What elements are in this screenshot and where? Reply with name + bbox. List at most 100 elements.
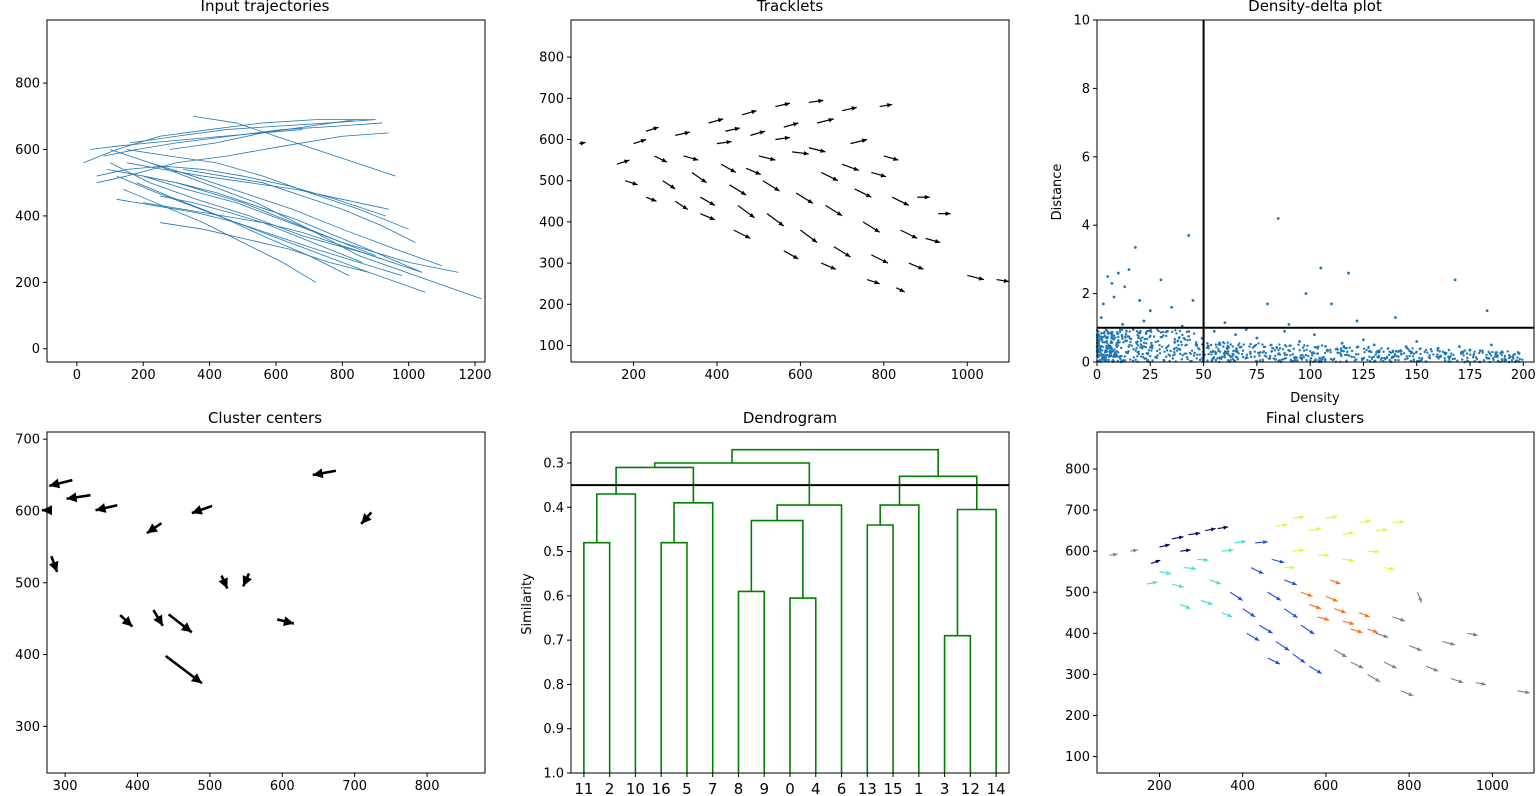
- scatter-point-band: [1376, 349, 1379, 353]
- scatter-point-band: [1218, 350, 1222, 353]
- dendrogram-y-tick-label: 0.4: [543, 501, 564, 516]
- scatter-point: [1121, 322, 1124, 326]
- scatter-point-band: [1150, 341, 1153, 345]
- cluster-centers-x-tick-label: 300: [53, 779, 78, 794]
- final-cluster-arrow-head-c2: [1275, 660, 1281, 665]
- scatter-point-band: [1170, 330, 1174, 333]
- scatter-point-band: [1137, 335, 1140, 338]
- final-cluster-arrow-head-c5: [1383, 634, 1389, 638]
- density-delta-x-tick-label: 25: [1142, 368, 1159, 383]
- scatter-point-band: [1142, 341, 1146, 344]
- scatter-point-band: [1098, 358, 1102, 362]
- scatter-point-band: [1185, 330, 1189, 334]
- dendrogram-leaf-label: 10: [626, 780, 645, 796]
- dendrogram-leaf-label: 5: [682, 780, 692, 796]
- final-cluster-arrow-head-c4: [1340, 609, 1346, 614]
- cluster-center-arrow-head: [49, 478, 61, 489]
- cluster-center-arrow-head: [66, 492, 78, 503]
- tracklet-arrow-head: [934, 239, 941, 244]
- tracklet-arrow-head: [803, 151, 809, 156]
- scatter-point: [1340, 341, 1344, 345]
- scatter-point-band: [1244, 357, 1247, 360]
- input-trajectories-y-tick-label: 600: [15, 143, 40, 158]
- scatter-point-band: [1200, 337, 1203, 340]
- scatter-point-band: [1097, 343, 1101, 346]
- scatter-point-band: [1211, 349, 1215, 353]
- scatter-point-band: [1393, 354, 1396, 358]
- scatter-point-band: [1302, 356, 1306, 359]
- scatter-point-band: [1478, 349, 1482, 352]
- scatter-point-band: [1196, 353, 1199, 356]
- density-delta-x-tick-label: 75: [1249, 368, 1266, 383]
- panel-final-clusters: Final clusters 200 400 600 800 1000 100 200 300…: [1065, 409, 1535, 794]
- density-delta-x-tick-label: 50: [1195, 368, 1212, 383]
- scatter-point-band: [1365, 348, 1368, 352]
- scatter-point-band: [1278, 346, 1282, 350]
- trajectory-line: [90, 129, 303, 150]
- dendrogram-y-tick-label: 0.5: [543, 545, 564, 560]
- final-cluster-arrow-head-c3: [1389, 566, 1395, 571]
- cluster-center-arrow-head: [180, 622, 192, 633]
- input-trajectories-y-tick-label: 400: [15, 209, 40, 224]
- scatter-point-band: [1345, 359, 1348, 362]
- scatter-point-band: [1420, 357, 1424, 360]
- scatter-point-band: [1214, 358, 1218, 362]
- scatter-point-band: [1437, 355, 1440, 359]
- scatter-point-band: [1105, 344, 1108, 348]
- scatter-point-band: [1100, 337, 1103, 340]
- scatter-point-band: [1235, 347, 1238, 351]
- final-cluster-arrow-head-c3: [1332, 515, 1338, 519]
- input-trajectories-frame: [46, 19, 486, 363]
- tracklet-arrow-head: [924, 194, 930, 200]
- scatter-point-band: [1264, 351, 1267, 355]
- scatter-point-band: [1194, 341, 1198, 344]
- input-trajectories-y-tick-label: 200: [15, 276, 40, 291]
- scatter-point-band: [1237, 344, 1240, 347]
- scatter-point-band: [1407, 348, 1410, 351]
- density-delta-x-tick-label: 175: [1458, 368, 1483, 383]
- scatter-point-band: [1474, 356, 1478, 359]
- scatter-point-band: [1154, 356, 1157, 359]
- scatter-point-band: [1270, 343, 1273, 347]
- scatter-point-band: [1181, 333, 1184, 337]
- scatter-point: [1110, 281, 1114, 285]
- tracklet-arrow-head: [828, 117, 834, 123]
- scatter-point-band: [1173, 337, 1176, 341]
- scatter-point-band: [1119, 357, 1122, 361]
- scatter-point-band: [1443, 356, 1446, 360]
- scatter-point-band: [1283, 353, 1287, 357]
- scatter-point-band: [1194, 343, 1198, 346]
- final-cluster-arrow-head-c0: [1210, 527, 1216, 532]
- final-cluster-arrow-head-c2: [1279, 559, 1285, 564]
- scatter-point-band: [1178, 348, 1182, 351]
- scatter-point-band: [1104, 355, 1108, 358]
- scatter-point-band: [1143, 337, 1147, 341]
- scatter-point-band: [1397, 355, 1400, 359]
- tracklet-arrow-head: [818, 98, 824, 104]
- scatter-point-band: [1489, 354, 1493, 357]
- scatter-point-band: [1156, 354, 1159, 357]
- cluster-center-arrow-head: [146, 523, 158, 534]
- scatter-point-band: [1472, 353, 1476, 356]
- scatter-point-band: [1438, 350, 1441, 353]
- scatter-point: [1355, 319, 1359, 323]
- scatter-point-band: [1249, 342, 1252, 346]
- scatter-point-band: [1332, 357, 1336, 360]
- scatter-point-band: [1516, 356, 1519, 359]
- scatter-point-band: [1120, 328, 1124, 332]
- tracklets-y-tick-label: 800: [539, 51, 564, 66]
- final-clusters-y-tick-label: 100: [1065, 750, 1090, 765]
- scatter-point-band: [1412, 358, 1416, 361]
- final-cluster-arrow-head-c1: [1191, 566, 1197, 571]
- scatter-point-band: [1139, 343, 1142, 346]
- scatter-point-band: [1253, 344, 1256, 348]
- scatter-point-band: [1162, 358, 1166, 362]
- scatter-point-band: [1394, 358, 1397, 362]
- scatter-point-band: [1482, 359, 1486, 362]
- scatter-point-band: [1288, 344, 1291, 347]
- final-clusters-x-tick-label: 1000: [1476, 779, 1509, 794]
- scatter-point: [1127, 268, 1131, 272]
- scatter-point-band: [1303, 344, 1306, 347]
- scatter-point-band: [1453, 357, 1457, 360]
